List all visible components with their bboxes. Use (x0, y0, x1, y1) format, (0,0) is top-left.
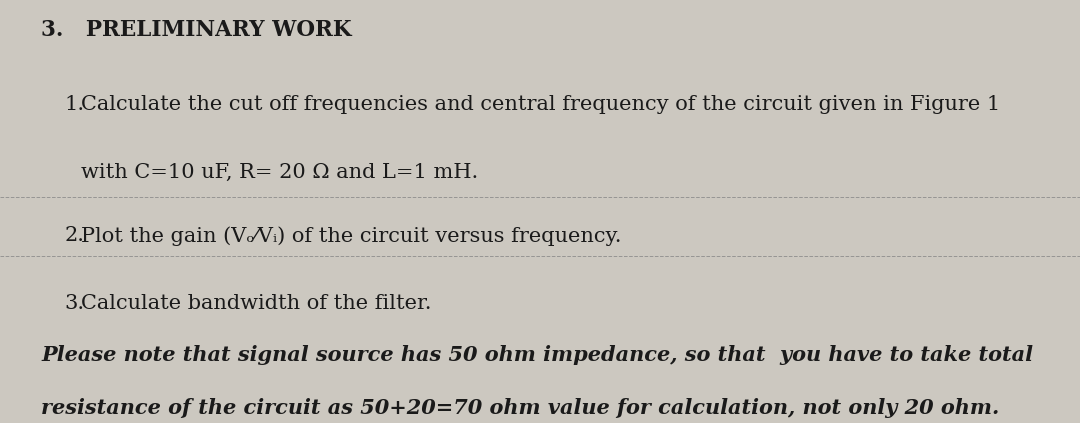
Text: Plot the gain (Vₒ⁄Vᵢ) of the circuit versus frequency.: Plot the gain (Vₒ⁄Vᵢ) of the circuit ver… (81, 226, 621, 246)
Text: 1.: 1. (65, 95, 85, 114)
Text: Please note that signal source has 50 ohm impedance, so that  you have to take t: Please note that signal source has 50 oh… (41, 345, 1034, 365)
Text: 2.: 2. (65, 226, 85, 245)
Text: Calculate the cut off frequencies and central frequency of the circuit given in : Calculate the cut off frequencies and ce… (81, 95, 1000, 114)
Text: Calculate bandwidth of the filter.: Calculate bandwidth of the filter. (81, 294, 432, 313)
Text: 3.: 3. (65, 294, 85, 313)
Text: resistance of the circuit as 50+20=70 ohm value for calculation, not only 20 ohm: resistance of the circuit as 50+20=70 oh… (41, 398, 999, 418)
Text: 3.   PRELIMINARY WORK: 3. PRELIMINARY WORK (41, 19, 352, 41)
Text: with C=10 uF, R= 20 Ω and L=1 mH.: with C=10 uF, R= 20 Ω and L=1 mH. (81, 163, 478, 182)
